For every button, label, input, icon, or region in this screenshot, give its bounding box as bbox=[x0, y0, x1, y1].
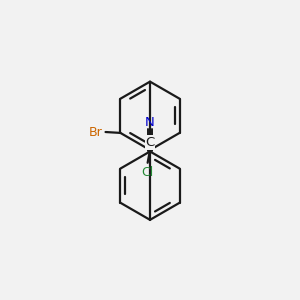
Text: C: C bbox=[146, 136, 154, 149]
Text: N: N bbox=[145, 116, 155, 129]
Text: Cl: Cl bbox=[142, 166, 154, 179]
Text: Br: Br bbox=[89, 125, 103, 139]
